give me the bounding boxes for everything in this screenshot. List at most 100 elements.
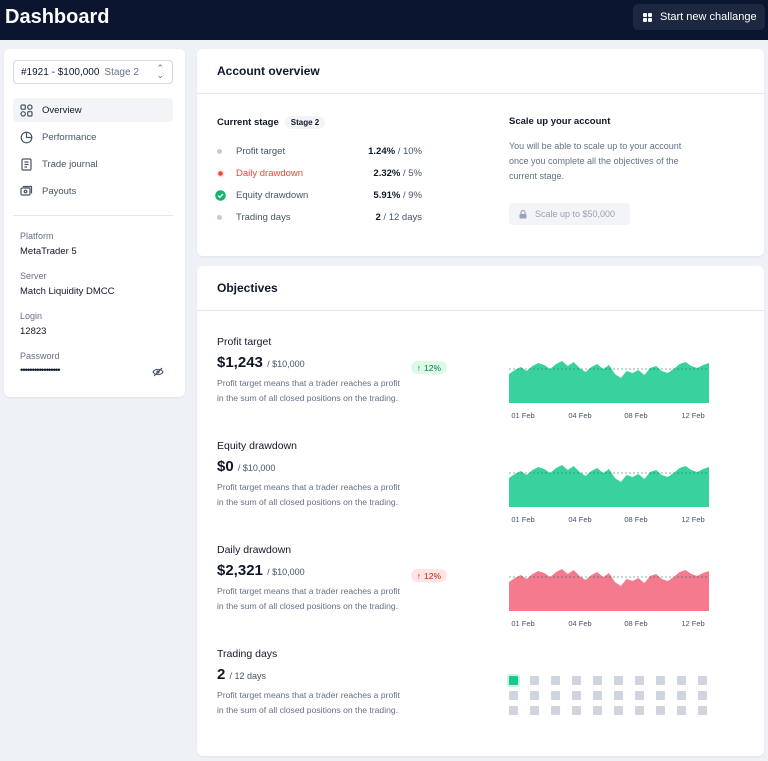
objective-value: $2,321 / $10,000	[217, 562, 305, 579]
trading-day-cell	[572, 706, 581, 715]
nav-label: Performance	[42, 131, 97, 143]
password-label: Password	[20, 351, 60, 361]
server-label: Server	[20, 271, 47, 281]
x-tick-label: 08 Feb	[624, 411, 647, 420]
stage-row-daily-drawdown: Daily drawdown 2.32% / 5%	[216, 168, 422, 180]
trading-day-cell	[593, 706, 602, 715]
eye-off-icon[interactable]	[152, 367, 164, 377]
status-dot	[217, 215, 222, 220]
overview-grid-icon	[20, 103, 33, 117]
platform-label: Platform	[20, 231, 54, 241]
x-tick-label: 12 Feb	[681, 411, 704, 420]
account-overview-card: Account overview Current stage Stage 2 Pr…	[197, 49, 764, 256]
profit-target-chart: 01 Feb 04 Feb 08 Feb 12 Feb	[509, 361, 709, 420]
objective-description: Profit target means that a trader reache…	[217, 690, 400, 715]
objective-description: Profit target means that a trader reache…	[217, 586, 400, 611]
pie-chart-icon	[20, 131, 33, 143]
nav-item-payouts[interactable]: Payouts	[13, 179, 173, 203]
trading-day-cell	[698, 706, 707, 715]
trading-day-cell	[698, 691, 707, 700]
stage-value: 2 / 12 days	[375, 212, 423, 223]
trading-day-cell	[530, 691, 539, 700]
trading-day-cell	[509, 706, 518, 715]
nav-item-performance[interactable]: Performance	[13, 125, 173, 149]
objective-title: Equity drawdown	[217, 440, 297, 452]
trading-day-cell	[572, 676, 581, 685]
objective-trading-days: Trading days 2 / 12 days Profit target m…	[217, 648, 447, 718]
trading-day-cell	[593, 691, 602, 700]
objective-description: Profit target means that a trader reache…	[217, 378, 400, 403]
nav-item-trade-journal[interactable]: Trade journal	[13, 152, 173, 176]
nav-label: Trade journal	[42, 158, 98, 170]
trading-day-cell	[698, 676, 707, 685]
objective-equity-drawdown: Equity drawdown $0 / $10,000 Profit targ…	[217, 440, 447, 510]
stage-row-profit-target: Profit target 1.24% / 10%	[217, 146, 422, 158]
trading-day-cell	[509, 676, 518, 685]
nav-item-overview[interactable]: Overview	[13, 98, 173, 122]
password-value: •••••••••••••••••	[20, 365, 61, 376]
failed-status-icon	[216, 169, 225, 178]
area-series	[509, 361, 709, 403]
nav-label: Payouts	[42, 185, 77, 197]
trading-day-cell	[677, 676, 686, 685]
equity-drawdown-chart: 01 Feb 04 Feb 08 Feb 12 Feb	[509, 465, 709, 524]
objective-title: Trading days	[217, 648, 278, 660]
scale-up-button[interactable]: Scale up to $50,000	[509, 203, 630, 225]
stage-name: Profit target	[236, 146, 286, 157]
objective-daily-drawdown: Daily drawdown $2,321 / $10,000 ↑ 12% Pro…	[217, 544, 447, 614]
start-new-challenge-label: Start new challange	[660, 11, 757, 23]
login-value: 12823	[20, 326, 47, 337]
platform-value: MetaTrader 5	[20, 246, 77, 257]
trading-day-cell	[551, 706, 560, 715]
trading-day-cell	[635, 691, 644, 700]
objective-title: Daily drawdown	[217, 544, 292, 556]
x-tick-label: 01 Feb	[511, 619, 534, 628]
stage-value: 5.91% / 9%	[373, 190, 422, 201]
stage-value: 2.32% / 5%	[373, 168, 422, 179]
arrow-up-icon: ↑	[416, 570, 421, 581]
x-tick-label: 08 Feb	[624, 619, 647, 628]
x-tick-label: 01 Feb	[511, 411, 534, 420]
grid-icon	[643, 12, 652, 22]
x-tick-label: 08 Feb	[624, 515, 647, 524]
x-tick-label: 12 Feb	[681, 619, 704, 628]
trading-day-cell	[530, 676, 539, 685]
x-tick-label: 04 Feb	[568, 411, 591, 420]
stage-badge: Stage 2	[284, 116, 326, 129]
trading-day-cell	[635, 676, 644, 685]
arrow-up-icon: ↑	[416, 362, 421, 373]
trading-day-cell	[614, 691, 623, 700]
server-value: Match Liquidity DMCC	[20, 286, 115, 297]
lock-icon	[519, 209, 527, 218]
change-badge: ↑ 12%	[410, 569, 447, 582]
trading-day-cell	[530, 706, 539, 715]
trading-day-cell	[677, 691, 686, 700]
x-tick-label: 12 Feb	[681, 515, 704, 524]
account-overview-title: Account overview	[197, 49, 764, 94]
trading-day-cell	[572, 691, 581, 700]
objective-profit-target: Profit target $1,243 / $10,000 ↑ 12% Prof…	[217, 336, 447, 406]
x-tick-label: 04 Feb	[568, 515, 591, 524]
scale-up-text: You will be able to scale up to your acc…	[509, 141, 682, 181]
account-select[interactable]: #1921 - $100,000 Stage 2 ⌃ ⌄	[13, 60, 173, 84]
chevron-updown-icon: ⌃ ⌄	[156, 63, 164, 80]
x-tick-label: 01 Feb	[511, 515, 534, 524]
objective-title: Profit target	[217, 336, 272, 348]
check-circle-icon	[215, 190, 226, 201]
trading-day-cell	[656, 676, 665, 685]
stage-name: Equity drawdown	[236, 190, 309, 201]
current-stage-label: Current stage	[217, 117, 279, 128]
trading-day-cell	[551, 676, 560, 685]
trading-day-cell	[677, 706, 686, 715]
start-new-challenge-button[interactable]: Start new challange	[633, 4, 765, 30]
trading-day-cell	[656, 706, 665, 715]
sidebar-divider	[13, 215, 173, 216]
trading-day-cell	[551, 691, 560, 700]
top-bar: Dashboard Start new challange	[0, 0, 768, 40]
stage-name: Daily drawdown	[236, 168, 304, 179]
nav-label: Overview	[42, 104, 82, 116]
payouts-icon	[20, 185, 33, 196]
trading-day-cell	[614, 676, 623, 685]
objectives-card: Objectives Profit target $1,243 / $10,00…	[197, 266, 764, 756]
stage-name: Trading days	[236, 212, 291, 223]
